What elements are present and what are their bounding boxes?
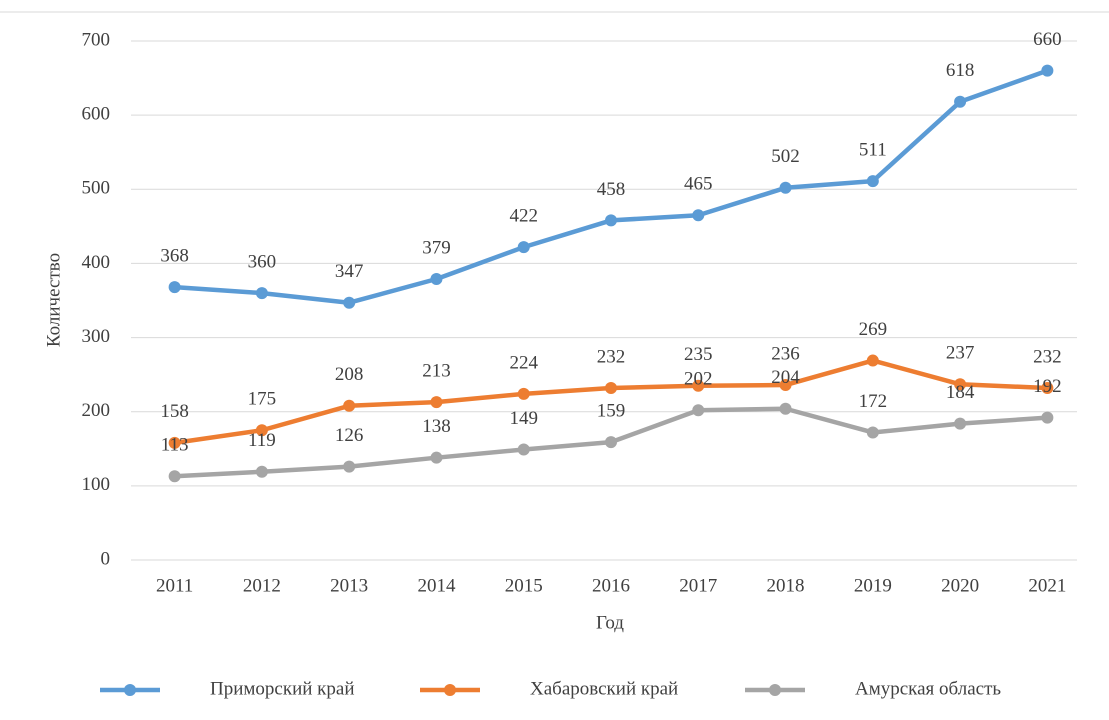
y-tick-label: 600 — [82, 104, 111, 125]
x-tick-label: 2017 — [679, 575, 717, 596]
data-label: 465 — [684, 174, 713, 195]
data-label: 126 — [335, 425, 364, 446]
data-label: 204 — [771, 367, 800, 388]
point — [779, 181, 792, 194]
point — [517, 443, 530, 456]
x-tick-label: 2019 — [854, 575, 892, 596]
point — [517, 387, 530, 400]
x-tick-label: 2016 — [592, 575, 630, 596]
data-label: 119 — [248, 430, 276, 451]
point — [255, 424, 268, 437]
data-label: 213 — [422, 360, 451, 381]
data-label: 172 — [859, 391, 888, 412]
y-tick-label: 100 — [82, 474, 111, 495]
data-label: 618 — [946, 60, 975, 81]
legend-label: Хабаровский край — [530, 678, 678, 699]
data-label: 511 — [859, 139, 887, 160]
x-tick-label: 2012 — [243, 575, 281, 596]
data-label: 368 — [160, 246, 189, 267]
point — [605, 436, 617, 449]
point — [866, 354, 879, 367]
legend-marker — [769, 684, 781, 696]
data-label: 347 — [335, 261, 364, 282]
y-tick-label: 700 — [82, 29, 111, 50]
point — [430, 451, 443, 464]
data-label: 159 — [597, 400, 626, 421]
data-label: 113 — [161, 435, 189, 456]
point — [168, 436, 181, 449]
point — [168, 281, 181, 294]
x-tick-label: 2011 — [156, 575, 193, 596]
point — [954, 417, 967, 430]
data-label: 149 — [509, 408, 538, 429]
y-tick-label: 500 — [82, 178, 111, 199]
data-label: 224 — [509, 352, 538, 373]
data-label: 175 — [248, 389, 277, 410]
data-label: 235 — [684, 344, 713, 365]
point — [692, 404, 705, 417]
data-label: 458 — [597, 179, 626, 200]
y-tick-label: 200 — [82, 400, 111, 421]
data-label: 502 — [771, 146, 800, 167]
y-tick-label: 400 — [82, 252, 111, 273]
point — [255, 465, 268, 478]
legend-marker — [444, 684, 456, 696]
x-axis-label: Год — [596, 612, 624, 633]
point — [1041, 411, 1054, 424]
y-axis-label: Количество — [43, 253, 64, 347]
point — [1041, 64, 1054, 77]
point — [692, 209, 705, 222]
x-tick-label: 2020 — [941, 575, 979, 596]
legend-label: Приморский край — [210, 678, 355, 699]
y-tick-label: 0 — [101, 548, 111, 569]
data-label: 232 — [1033, 346, 1062, 367]
y-tick-label: 300 — [82, 326, 111, 347]
data-label: 138 — [422, 416, 451, 437]
data-label: 379 — [422, 237, 451, 258]
data-label: 422 — [509, 205, 538, 226]
x-tick-label: 2015 — [505, 575, 543, 596]
point — [866, 426, 879, 439]
data-label: 192 — [1033, 376, 1062, 397]
point — [1041, 381, 1054, 394]
point — [168, 470, 181, 483]
point — [954, 95, 967, 108]
data-label: 360 — [248, 251, 277, 272]
data-label: 237 — [946, 343, 975, 364]
point — [605, 381, 617, 394]
point — [343, 460, 356, 473]
point — [692, 379, 705, 392]
data-label: 202 — [684, 369, 713, 390]
data-label: 208 — [335, 364, 364, 385]
point — [430, 396, 443, 409]
x-tick-label: 2014 — [417, 575, 456, 596]
x-tick-label: 2021 — [1028, 575, 1066, 596]
point — [866, 175, 879, 188]
point — [954, 378, 967, 391]
x-tick-label: 2013 — [330, 575, 368, 596]
x-tick-label: 2018 — [767, 575, 805, 596]
data-label: 184 — [946, 382, 975, 403]
data-label: 269 — [859, 319, 888, 340]
point — [343, 399, 356, 412]
data-label: 232 — [597, 346, 626, 367]
data-label: 660 — [1033, 29, 1062, 50]
point — [430, 272, 443, 285]
point — [779, 402, 792, 415]
point — [779, 379, 792, 392]
legend-label: Амурская область — [855, 678, 1001, 699]
data-label: 236 — [771, 343, 800, 364]
point — [517, 241, 530, 254]
data-label: 158 — [160, 401, 189, 422]
point — [255, 287, 268, 300]
point — [605, 214, 617, 227]
legend-marker — [124, 684, 136, 696]
point — [343, 296, 356, 309]
